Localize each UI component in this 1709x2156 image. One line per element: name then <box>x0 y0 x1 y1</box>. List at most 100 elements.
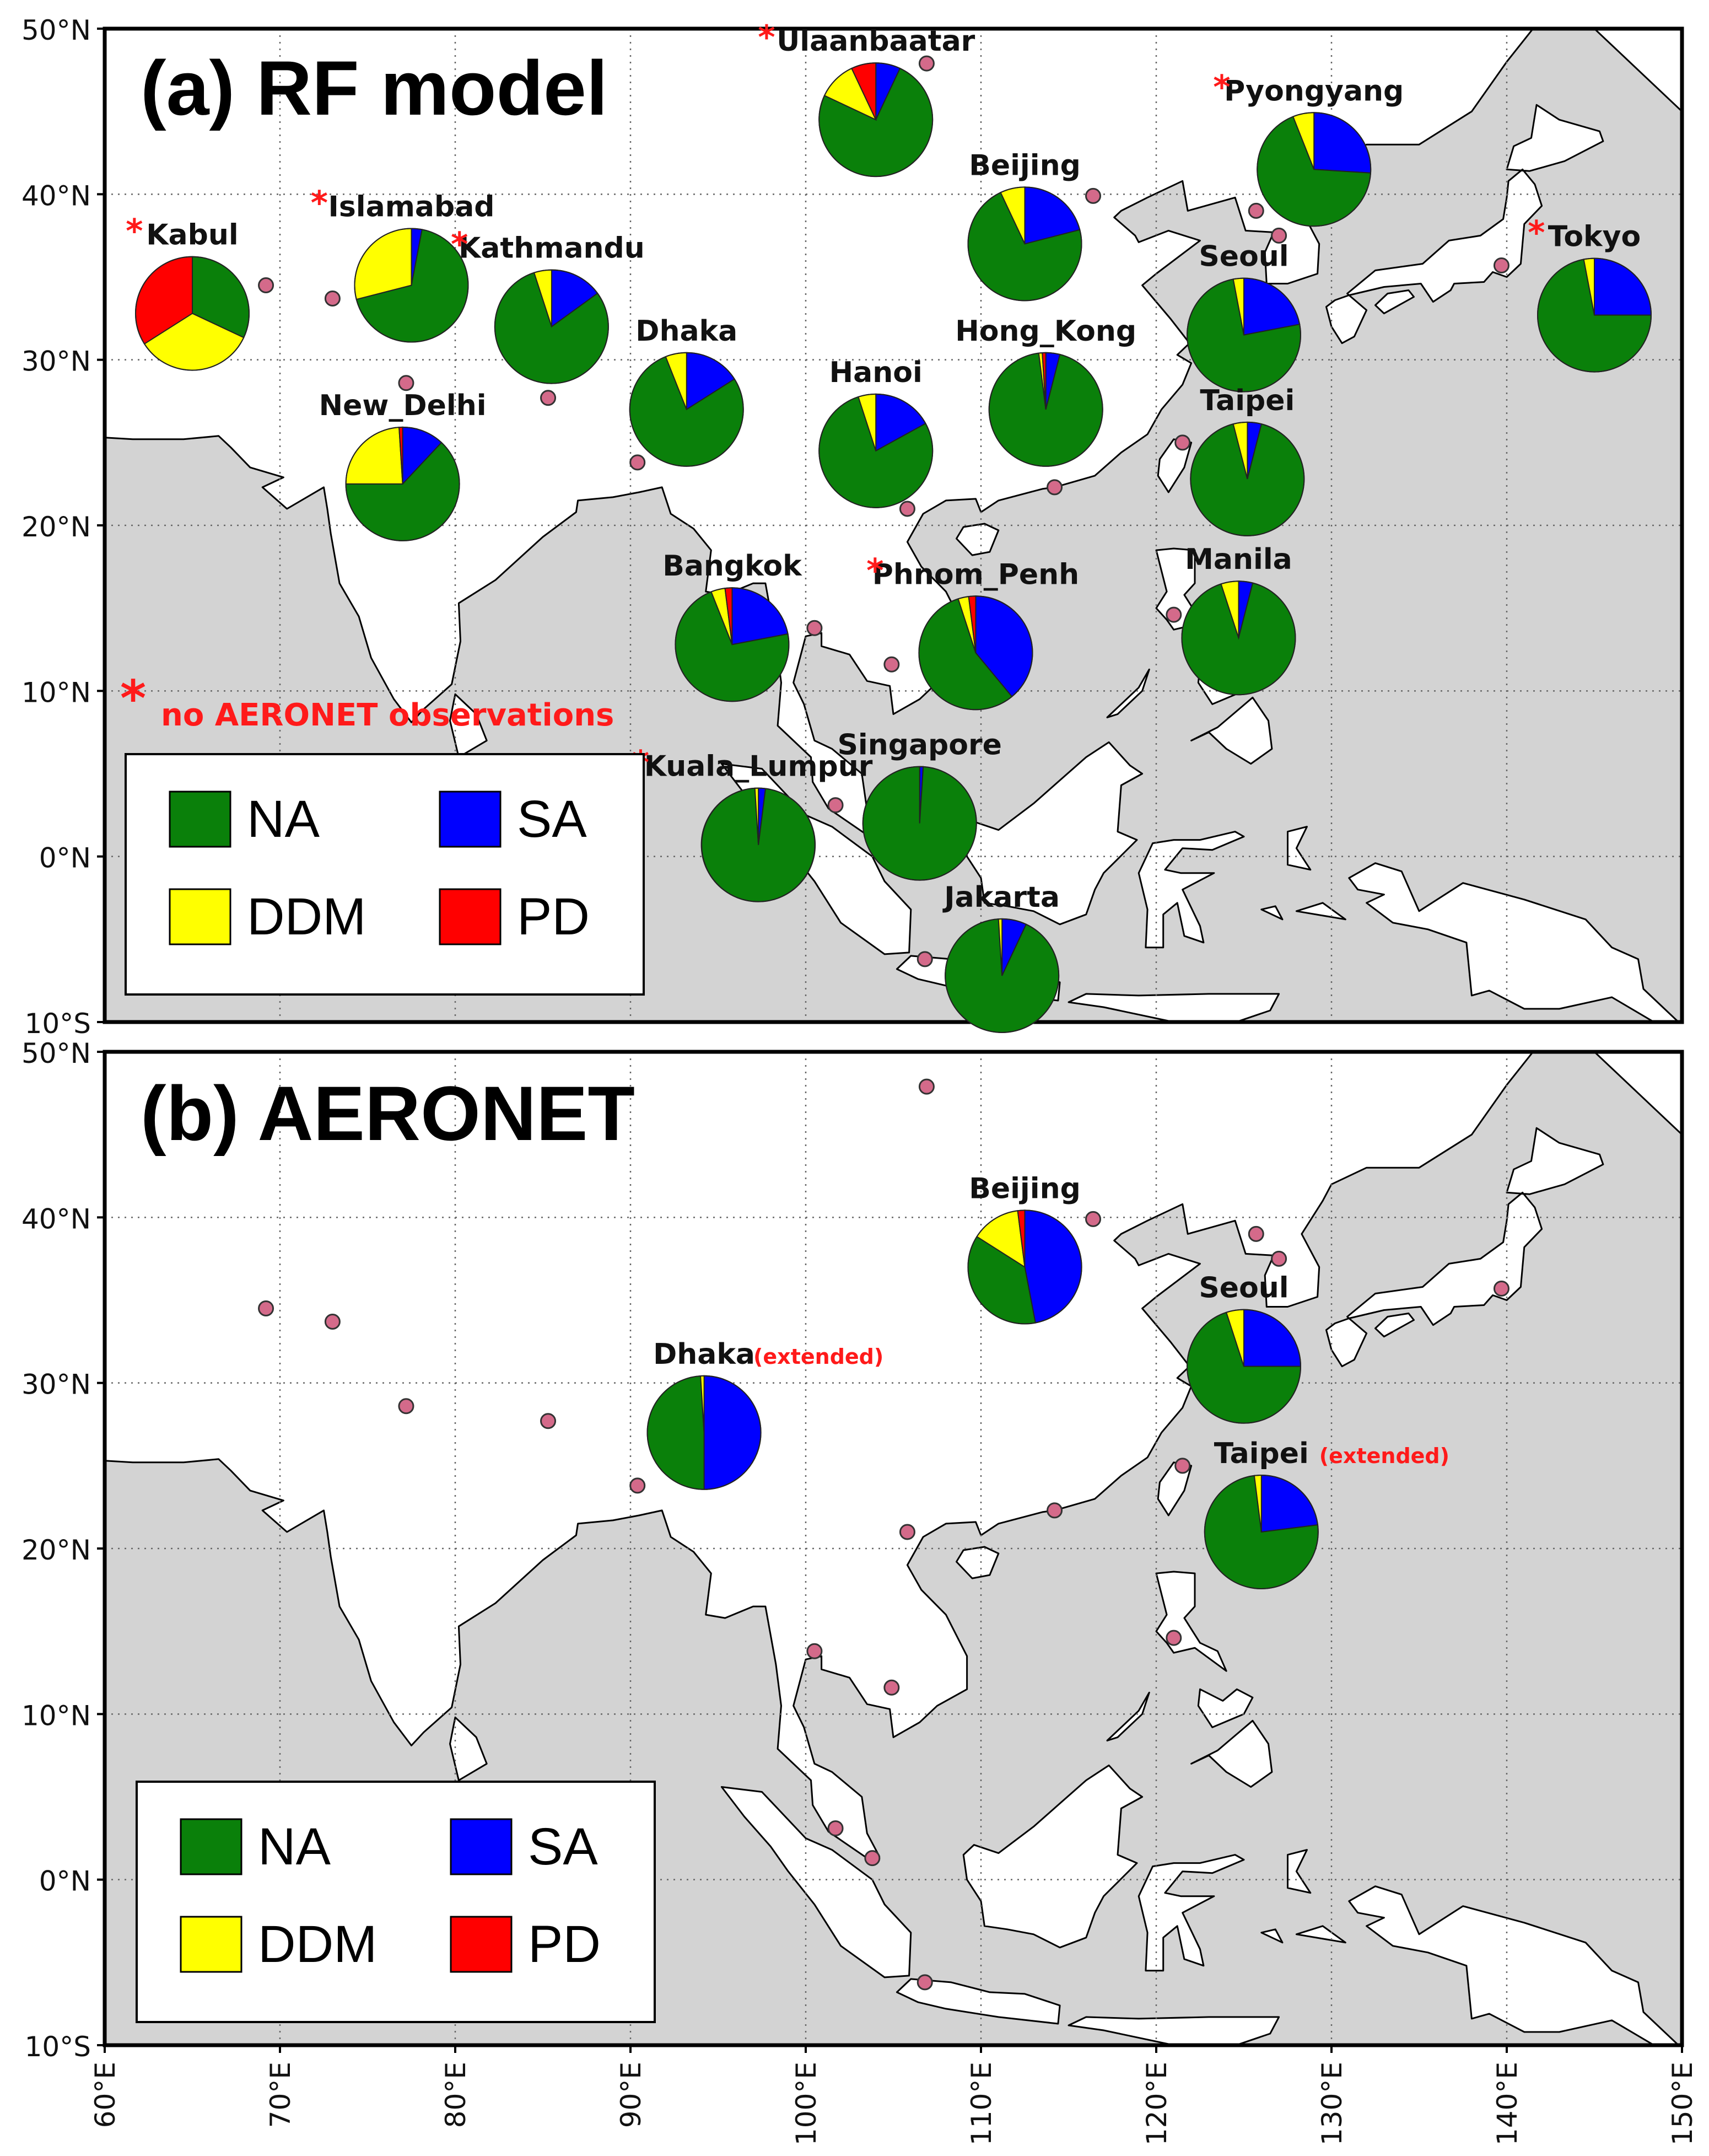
lat-tick-label: 0°N <box>39 1865 91 1897</box>
pies-panel-a: Ulaanbaatar*Pyongyang*BeijingIslamabad*K… <box>126 18 1652 1033</box>
pie-pyongyang: Pyongyang* <box>1213 68 1404 227</box>
extended-note: (extended) <box>753 1345 883 1369</box>
site-marker <box>324 1314 341 1330</box>
pie-ulaanbaatar: Ulaanbaatar* <box>758 18 975 178</box>
pie-outline <box>135 256 250 371</box>
site-marker <box>918 1078 935 1095</box>
pie-singapore: Singapore <box>837 729 1002 881</box>
lon-tick-label: 80°E <box>440 2062 472 2128</box>
pie-outline <box>1190 421 1305 536</box>
pie-outline <box>818 62 934 178</box>
legend-swatch <box>180 1916 242 1973</box>
city-label: Kabul <box>146 219 238 252</box>
lon-tick-label: 60°E <box>89 2062 121 2128</box>
pie-manila: Manila <box>1181 543 1296 696</box>
site-marker <box>1047 1502 1063 1519</box>
site-marker <box>1166 1630 1182 1646</box>
city-label: Seoul <box>1199 1272 1289 1305</box>
lon-tick-label: 70°E <box>265 2062 296 2128</box>
pie-outline <box>675 587 790 702</box>
note-star: * <box>120 670 146 728</box>
pie-islamabad: Islamabad* <box>311 184 495 343</box>
pie-outline <box>967 186 1082 302</box>
site-marker <box>918 55 935 72</box>
site-marker <box>1085 187 1102 204</box>
legend-label: PD <box>517 888 590 946</box>
site-marker <box>883 1679 900 1696</box>
site-marker <box>899 501 915 517</box>
site-marker <box>806 620 823 636</box>
site-marker <box>629 1477 646 1494</box>
no-aeronet-star: * <box>451 225 468 264</box>
pie-taipei: Taipei <box>1190 384 1305 536</box>
city-label: Manila <box>1185 543 1292 576</box>
pie-outline <box>629 352 744 467</box>
pie-kathmandu: Kathmandu* <box>451 225 645 384</box>
no-aeronet-star: * <box>1213 68 1230 106</box>
no-aeronet-note: * no AERONET observations <box>120 670 614 733</box>
no-aeronet-star: * <box>126 212 143 251</box>
legend-label: PD <box>528 1915 601 1974</box>
lat-ticks-panel-b: 50°N 40°N 30°N 20°N 10°N 0°N 10°S <box>21 1037 105 2063</box>
no-aeronet-star: * <box>1528 214 1545 252</box>
city-label: Taipei <box>1214 1437 1309 1470</box>
panel-aeronet: 50°N 40°N 30°N 20°N 10°N 0°N 10°S 60°E 70°E 80°E… <box>21 1037 1699 2146</box>
site-marker <box>540 1413 557 1429</box>
pie-outline <box>646 1375 762 1490</box>
pie-outline <box>945 918 1060 1033</box>
lat-tick-label: 10°N <box>21 676 91 708</box>
city-label: Phnom_Penh <box>872 558 1079 591</box>
site-marker <box>1085 1211 1102 1227</box>
lat-tick-label: 50°N <box>21 1037 91 1069</box>
lat-tick-label: 10°N <box>21 1700 91 1732</box>
site-marker <box>1493 1280 1509 1297</box>
aeronet-sites-panel-b <box>258 1078 1509 1991</box>
legend-item-na: NA <box>180 1818 331 1876</box>
site-marker <box>917 951 933 967</box>
site-marker <box>1248 202 1264 219</box>
site-marker <box>827 797 844 814</box>
site-marker <box>1047 479 1063 496</box>
legend-swatch <box>439 791 502 848</box>
site-marker <box>629 454 646 471</box>
city-label: Jakarta <box>942 881 1060 914</box>
legend-item-pd: PD <box>439 888 590 946</box>
city-label: Singapore <box>837 729 1001 762</box>
legend-swatch <box>180 1818 242 1875</box>
city-label: Bangkok <box>662 550 802 583</box>
lon-tick-label: 130°E <box>1316 2062 1348 2146</box>
site-marker <box>1248 1225 1264 1242</box>
site-marker <box>1174 434 1191 451</box>
city-label: Taipei <box>1200 384 1295 417</box>
legend-swatch <box>169 791 231 848</box>
panel-rf-model: 50°N 40°N 30°N 20°N 10°N 0°N 10°S (a) RF model… <box>21 14 1684 1040</box>
lat-tick-label: 10°S <box>25 2031 91 2063</box>
pie-outline <box>1181 580 1296 696</box>
site-marker <box>324 291 341 307</box>
legend-item-pd: PD <box>450 1915 601 1974</box>
site-marker <box>1166 606 1182 623</box>
lat-tick-label: 50°N <box>21 14 91 46</box>
pie-seoul: Seoul <box>1187 1272 1302 1424</box>
lat-tick-label: 40°N <box>21 1203 91 1235</box>
no-aeronet-star: * <box>758 18 775 57</box>
pie-bangkok: Bangkok <box>662 550 802 702</box>
lon-tick-label: 120°E <box>1141 2062 1173 2146</box>
legend-swatch <box>169 888 231 945</box>
lat-tick-label: 40°N <box>21 180 91 212</box>
pie-beijing: Beijing <box>967 149 1082 302</box>
legend-item-ddm: DDM <box>169 888 366 946</box>
legend-label: DDM <box>247 888 366 946</box>
pie-phnom-penh: Phnom_Penh* <box>866 551 1079 711</box>
lat-tick-label: 20°N <box>21 511 91 543</box>
pie-outline <box>345 426 460 541</box>
city-label: New_Delhi <box>319 389 487 422</box>
city-label: Dhaka <box>635 315 737 348</box>
pie-outline <box>1187 1309 1301 1424</box>
site-marker <box>398 375 414 391</box>
pie-kabul: Kabul* <box>126 212 250 371</box>
lon-ticks-panel-b: 60°E 70°E 80°E 90°E 100°E 110°E 120°E 130°E 140°… <box>89 2045 1699 2146</box>
city-label: Kuala_Lumpur <box>644 750 873 783</box>
